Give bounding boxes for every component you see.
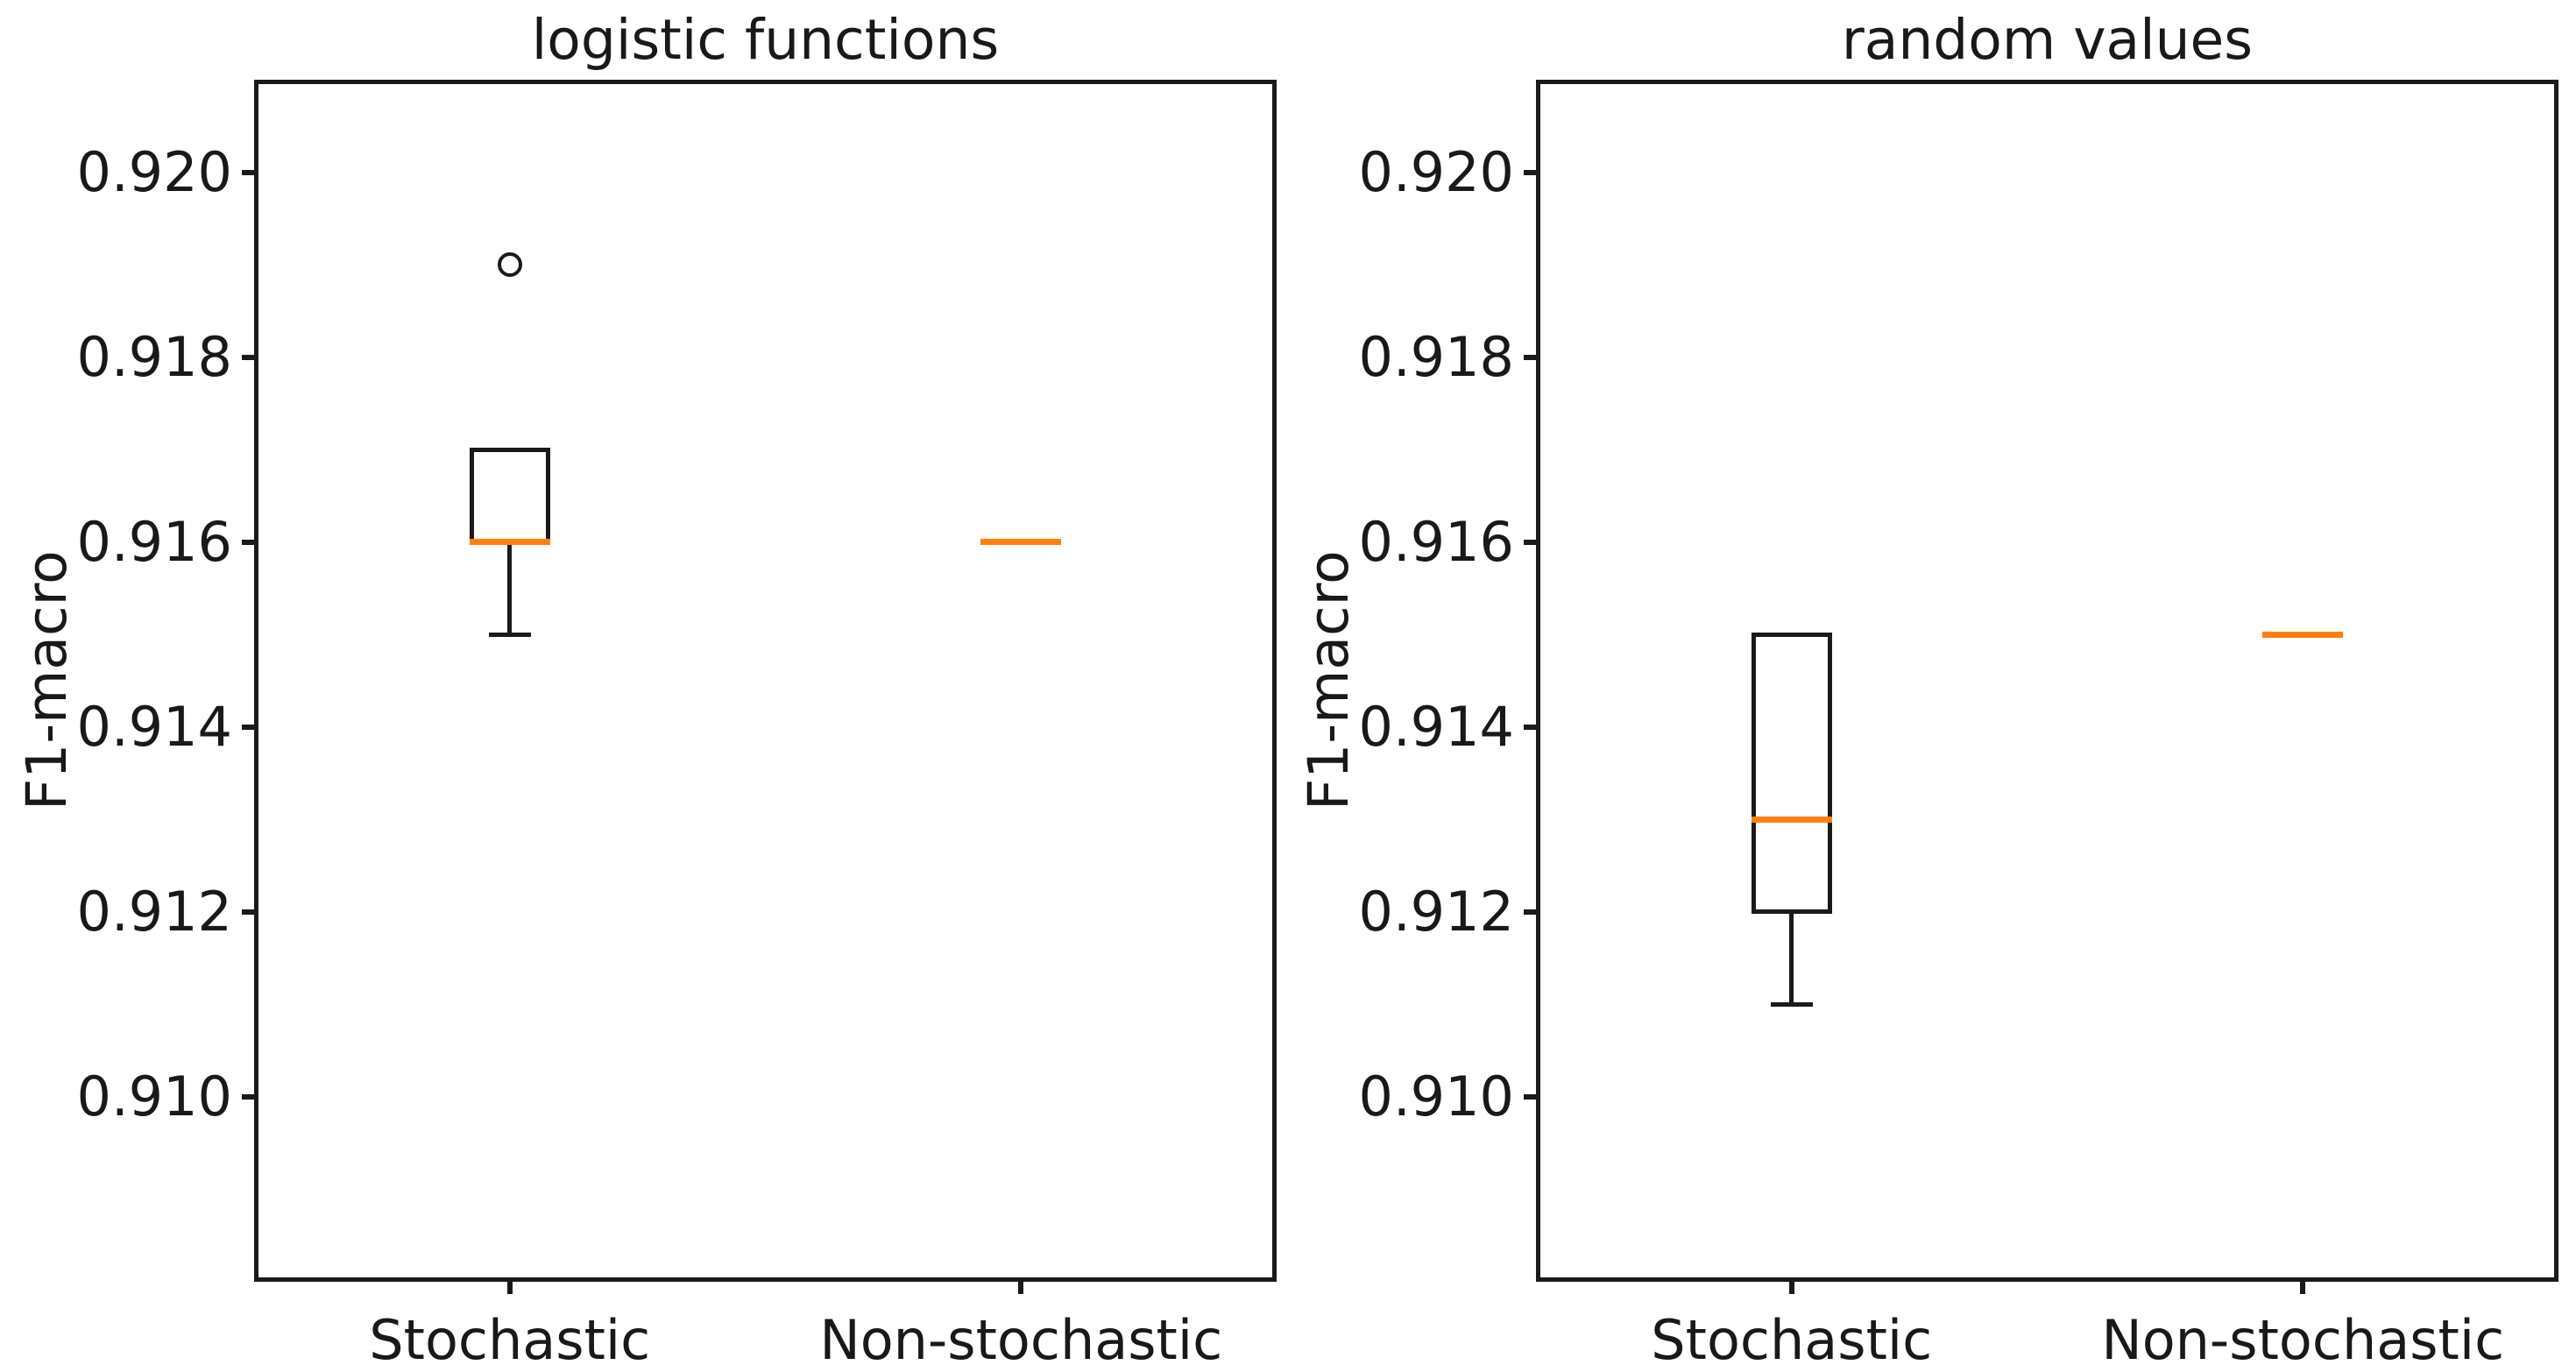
y-tick-label: 0.912	[1358, 879, 1515, 944]
median-line	[469, 539, 550, 546]
y-tick-label: 0.918	[76, 324, 233, 389]
y-tick-label: 0.920	[76, 139, 233, 204]
y-tick-label: 0.918	[1358, 324, 1515, 389]
y-tick-mark	[1524, 539, 1536, 545]
x-tick-label: Stochastic	[1651, 1308, 1933, 1365]
x-tick-mark	[2300, 1282, 2306, 1294]
y-tick-mark	[1524, 724, 1536, 730]
y-tick-label: 0.920	[1358, 139, 1515, 204]
axes-frame	[1536, 80, 2558, 1282]
outlier-point	[497, 252, 522, 278]
y-tick-mark	[1524, 169, 1536, 175]
lower-whisker-cap	[1770, 1001, 1813, 1007]
median-line	[980, 539, 1062, 546]
axes-frame	[254, 80, 1277, 1282]
y-tick-label: 0.916	[1358, 509, 1515, 574]
y-tick-mark	[242, 354, 254, 360]
box	[1751, 632, 1832, 915]
y-tick-label: 0.912	[76, 879, 233, 944]
x-tick-mark	[1788, 1282, 1794, 1294]
y-tick-mark	[242, 1093, 254, 1100]
y-axis-label-right: F1-macro	[1297, 550, 1361, 811]
y-tick-mark	[1524, 1093, 1536, 1100]
y-tick-label: 0.914	[76, 694, 233, 759]
y-tick-label: 0.916	[76, 509, 233, 574]
plot-area-random-values: 0.910 0.912 0.914 0.916 0.918 0.920 Stochastic…	[1359, 80, 2558, 1365]
lower-whisker	[507, 541, 513, 635]
lower-whisker-cap	[488, 632, 531, 637]
box	[469, 447, 550, 545]
x-tick-label: Non-stochastic	[2101, 1308, 2505, 1365]
y-tick-mark	[1524, 909, 1536, 915]
x-tick-label: Non-stochastic	[819, 1308, 1223, 1365]
y-tick-label: 0.914	[1358, 694, 1515, 759]
y-tick-mark	[242, 539, 254, 545]
x-tick-mark	[506, 1282, 513, 1294]
x-tick-mark	[1018, 1282, 1024, 1294]
y-axis-label-left: F1-macro	[15, 550, 79, 811]
y-tick-label: 0.910	[76, 1064, 233, 1128]
median-line	[2262, 631, 2344, 638]
lower-whisker	[1789, 911, 1794, 1005]
y-tick-mark	[242, 724, 254, 730]
x-tick-label: Stochastic	[369, 1308, 651, 1365]
y-tick-mark	[1524, 354, 1536, 360]
y-tick-mark	[242, 169, 254, 175]
subplot-title-logistic-functions: logistic functions	[531, 8, 1000, 72]
y-tick-label: 0.910	[1358, 1064, 1515, 1128]
plot-area-logistic-functions: 0.910 0.912 0.914 0.916 0.918 0.920 Stochastic…	[77, 80, 1277, 1365]
subplot-title-random-values: random values	[1841, 8, 2254, 72]
y-tick-mark	[242, 909, 254, 915]
median-line	[1751, 816, 1832, 823]
